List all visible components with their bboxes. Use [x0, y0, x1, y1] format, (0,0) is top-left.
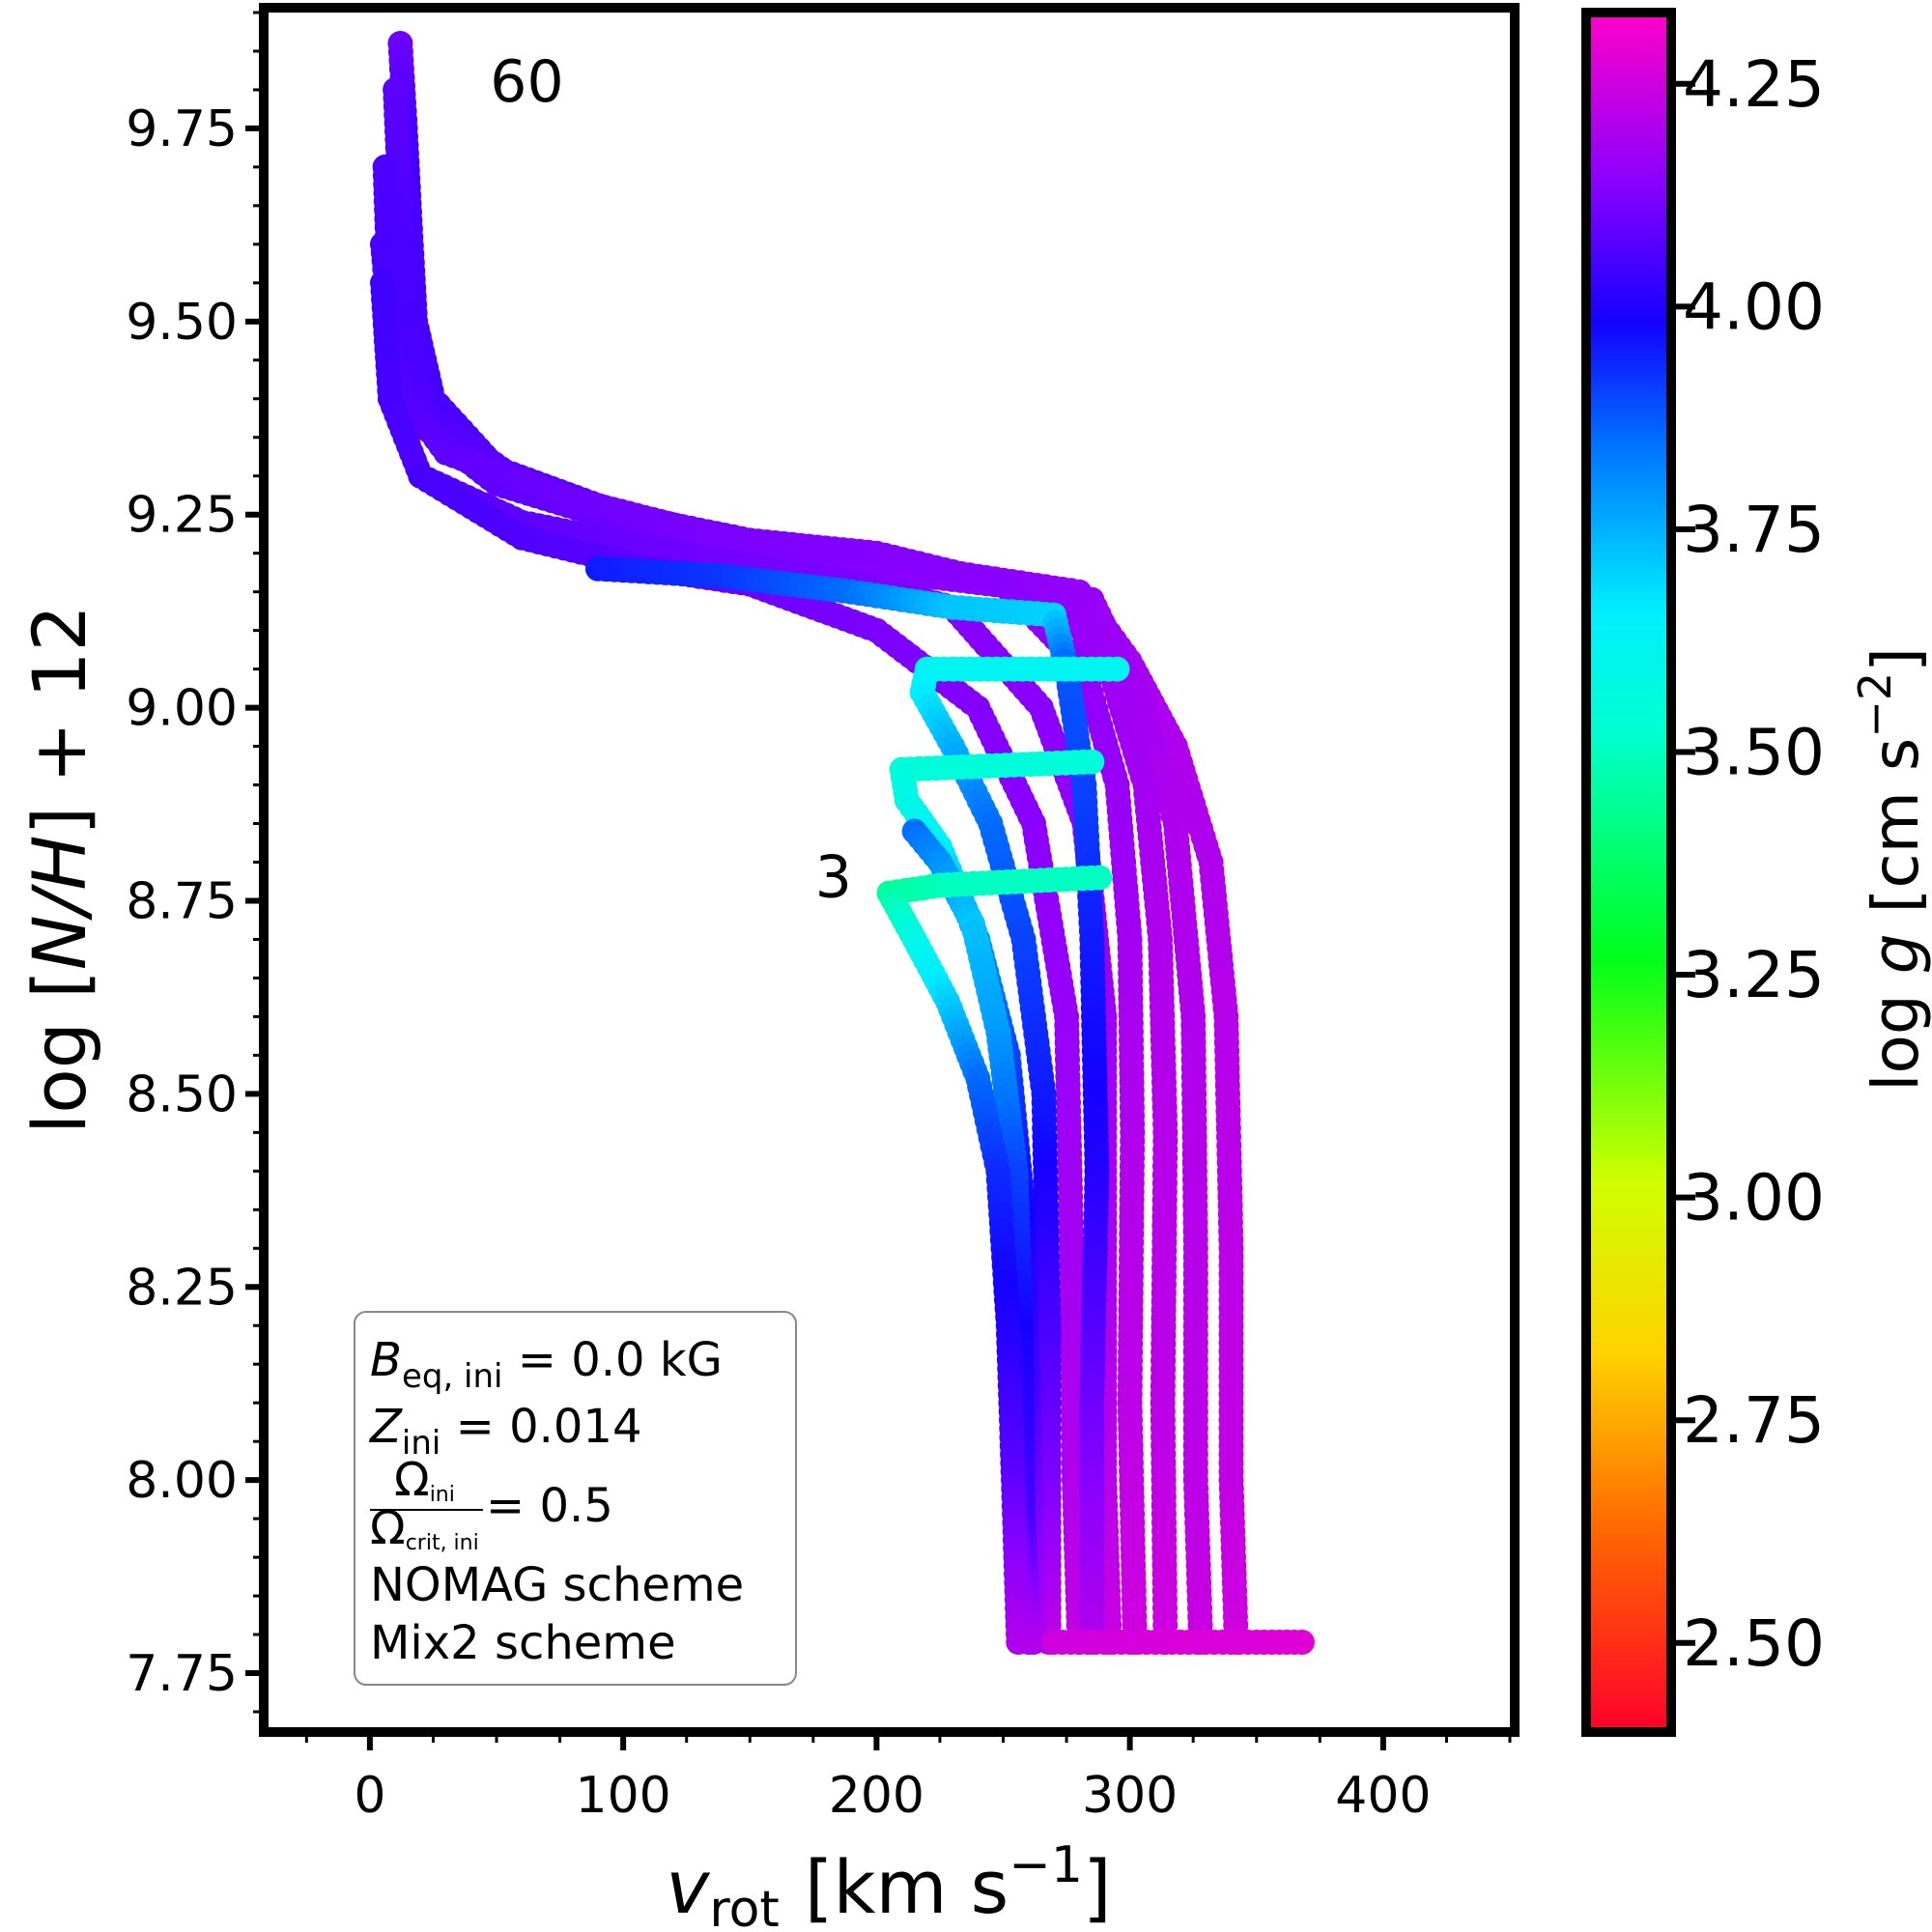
series-12 — [584, 555, 1110, 1656]
x-tick-label: 400 — [1335, 1767, 1431, 1825]
y-tick-label: 8.00 — [126, 1452, 238, 1510]
y-tick-label: 8.50 — [126, 1065, 238, 1123]
legend-line-beq: Beq, ini = 0.0 kG — [370, 1333, 723, 1396]
legend: Beq, ini = 0.0 kG Zini = 0.014 Ωini Ωcri… — [354, 1311, 797, 1686]
colorbar — [1586, 13, 1671, 1732]
y-tick-label: 8.25 — [126, 1259, 238, 1317]
colorbar-title: log g [cm s−2] — [1849, 647, 1932, 1092]
series-25 — [370, 231, 1148, 1656]
legend-box — [354, 1311, 797, 1686]
series-3 — [876, 865, 1113, 1656]
legend-line-nomag: NOMAG scheme — [370, 1558, 744, 1612]
x-tick-label: 200 — [829, 1767, 924, 1825]
y-tick-label: 9.75 — [126, 100, 238, 158]
x-tick-label: 300 — [1082, 1767, 1178, 1825]
colorbar-tick-label: 3.00 — [1683, 1161, 1825, 1236]
legend-line-z: Zini = 0.014 — [368, 1400, 642, 1463]
y-tick-label: 9.25 — [126, 487, 238, 545]
x-axis-title: vrot [km s−1] — [666, 1836, 1111, 1932]
x-axis-ticks: 0 100 200 300 400 — [354, 1732, 1432, 1825]
plot-data — [370, 31, 1315, 1656]
x-tick-label: 0 — [354, 1767, 385, 1825]
y-tick-label: 7.75 — [126, 1645, 238, 1703]
y-tick-label: 9.50 — [126, 294, 238, 352]
legend-frac-value: = 0.5 — [486, 1479, 613, 1533]
annotations: 60 3 — [490, 48, 852, 912]
colorbar-frame — [1581, 8, 1676, 1737]
y-axis-ticks: 7.75 8.00 8.25 8.50 8.75 9.00 9.25 9.50 9.75 — [126, 100, 264, 1703]
colorbar-tick-label: 3.25 — [1683, 938, 1825, 1012]
colorbar-tick-label: 4.25 — [1683, 47, 1825, 122]
y-axis-title: log [N/H] + 12 — [16, 605, 102, 1134]
y-tick-label: 9.00 — [126, 680, 238, 738]
colorbar-ticks: 2.50 2.75 3.00 3.25 3.50 3.75 4.00 4.25 — [1676, 47, 1825, 1681]
data-point — [1289, 1630, 1315, 1656]
data-point — [1006, 1630, 1032, 1656]
track-mass-label: 60 — [490, 48, 563, 116]
legend-frac-numerator: Ωini — [394, 1453, 455, 1507]
x-tick-label: 100 — [576, 1767, 671, 1825]
y-tick-label: 8.75 — [126, 872, 238, 930]
track-mass-label: 3 — [815, 843, 852, 911]
legend-frac-denominator: Ωcrit, ini — [370, 1501, 479, 1555]
plot-frame — [259, 3, 1520, 1737]
colorbar-tick-label: 3.75 — [1683, 493, 1825, 567]
colorbar-tick-label: 2.50 — [1683, 1606, 1825, 1681]
series-32 — [372, 154, 1179, 1656]
series-tail — [1041, 1630, 1315, 1656]
legend-line-mix2: Mix2 scheme — [370, 1616, 676, 1670]
colorbar-tick-label: 2.75 — [1683, 1383, 1825, 1458]
colorbar-tick-label: 4.00 — [1683, 270, 1825, 344]
colorbar-tick-label: 3.50 — [1683, 715, 1825, 789]
